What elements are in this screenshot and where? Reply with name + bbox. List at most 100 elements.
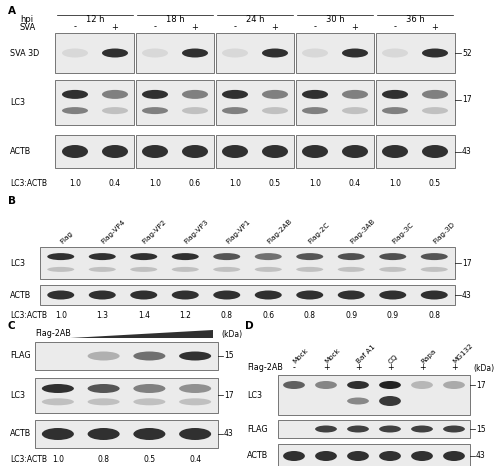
- Ellipse shape: [443, 381, 465, 389]
- Ellipse shape: [88, 351, 120, 361]
- Ellipse shape: [255, 267, 281, 272]
- Text: 0.8: 0.8: [428, 310, 440, 320]
- Ellipse shape: [255, 253, 281, 260]
- Text: CQ: CQ: [388, 353, 400, 365]
- Ellipse shape: [214, 253, 240, 260]
- Ellipse shape: [262, 107, 288, 114]
- Bar: [278, 375, 470, 415]
- Text: LC3:ACTB: LC3:ACTB: [10, 178, 47, 187]
- Ellipse shape: [347, 381, 369, 389]
- Ellipse shape: [262, 48, 288, 57]
- Text: 1.2: 1.2: [180, 310, 191, 320]
- Text: +: +: [322, 363, 330, 372]
- Bar: [136, 80, 214, 125]
- Text: -: -: [292, 363, 296, 372]
- Text: 1.0: 1.0: [69, 178, 81, 187]
- Text: Flag-2AB: Flag-2AB: [35, 329, 71, 338]
- Bar: [55, 135, 134, 168]
- Ellipse shape: [382, 145, 408, 158]
- Text: 43: 43: [462, 290, 472, 300]
- Text: FLAG: FLAG: [247, 425, 268, 433]
- Ellipse shape: [338, 267, 364, 272]
- Text: 0.6: 0.6: [189, 178, 201, 187]
- Ellipse shape: [130, 253, 157, 260]
- Text: LC3: LC3: [247, 391, 262, 399]
- Text: LC3:ACTB: LC3:ACTB: [10, 310, 47, 320]
- Ellipse shape: [262, 90, 288, 99]
- Text: +: +: [192, 22, 198, 32]
- Text: 1.0: 1.0: [229, 178, 241, 187]
- Ellipse shape: [342, 145, 368, 158]
- Text: 1.0: 1.0: [55, 310, 67, 320]
- Text: -: -: [394, 22, 396, 32]
- Ellipse shape: [102, 90, 128, 99]
- Text: 1.3: 1.3: [96, 310, 108, 320]
- Ellipse shape: [172, 290, 199, 300]
- Ellipse shape: [421, 267, 448, 272]
- Ellipse shape: [42, 428, 74, 440]
- Text: 12 h: 12 h: [86, 14, 104, 23]
- Text: Mock: Mock: [292, 348, 310, 365]
- Text: 1.0: 1.0: [149, 178, 161, 187]
- Ellipse shape: [315, 451, 337, 461]
- Bar: [55, 33, 134, 73]
- Text: Flag-2AB: Flag-2AB: [247, 363, 283, 372]
- Text: 0.4: 0.4: [349, 178, 361, 187]
- Ellipse shape: [48, 290, 74, 300]
- Text: +: +: [450, 363, 458, 372]
- Ellipse shape: [89, 253, 116, 260]
- Text: 52: 52: [462, 48, 471, 57]
- Text: B: B: [8, 196, 16, 206]
- Ellipse shape: [302, 48, 328, 57]
- Ellipse shape: [62, 145, 88, 158]
- Text: 17: 17: [476, 381, 486, 390]
- Ellipse shape: [411, 381, 433, 389]
- Text: +: +: [112, 22, 118, 32]
- Text: -: -: [74, 22, 76, 32]
- Text: 24 h: 24 h: [246, 14, 264, 23]
- Ellipse shape: [315, 381, 337, 389]
- Text: FLAG: FLAG: [10, 351, 30, 361]
- Ellipse shape: [102, 107, 128, 114]
- Text: 1.0: 1.0: [389, 178, 401, 187]
- Ellipse shape: [379, 396, 401, 406]
- Ellipse shape: [42, 384, 74, 393]
- Bar: [278, 444, 470, 466]
- Bar: [35, 420, 218, 448]
- Ellipse shape: [296, 253, 323, 260]
- Bar: [376, 80, 455, 125]
- Ellipse shape: [222, 145, 248, 158]
- Ellipse shape: [347, 397, 369, 404]
- Ellipse shape: [182, 90, 208, 99]
- Bar: [296, 135, 374, 168]
- Ellipse shape: [380, 253, 406, 260]
- Bar: [136, 135, 214, 168]
- Ellipse shape: [102, 145, 128, 158]
- Bar: [376, 33, 455, 73]
- Text: 1.0: 1.0: [309, 178, 321, 187]
- Ellipse shape: [182, 48, 208, 57]
- Text: A: A: [8, 6, 16, 16]
- Text: Flag-2C: Flag-2C: [308, 221, 331, 245]
- Ellipse shape: [380, 267, 406, 272]
- Ellipse shape: [422, 90, 448, 99]
- Text: Flag-VP1: Flag-VP1: [224, 219, 251, 245]
- Ellipse shape: [302, 145, 328, 158]
- Ellipse shape: [88, 428, 120, 440]
- Bar: [40, 285, 455, 305]
- Ellipse shape: [347, 451, 369, 461]
- Ellipse shape: [296, 267, 323, 272]
- Text: ACTB: ACTB: [10, 147, 31, 156]
- Ellipse shape: [182, 145, 208, 158]
- Text: Flag-3C: Flag-3C: [390, 221, 414, 245]
- Text: Mock: Mock: [324, 348, 342, 365]
- Ellipse shape: [255, 290, 281, 300]
- Text: ACTB: ACTB: [10, 290, 31, 300]
- Ellipse shape: [142, 145, 168, 158]
- Text: 0.5: 0.5: [269, 178, 281, 187]
- Text: +: +: [272, 22, 278, 32]
- Bar: [296, 80, 374, 125]
- Text: D: D: [245, 321, 254, 331]
- Text: Rapa: Rapa: [420, 348, 437, 365]
- Ellipse shape: [283, 451, 305, 461]
